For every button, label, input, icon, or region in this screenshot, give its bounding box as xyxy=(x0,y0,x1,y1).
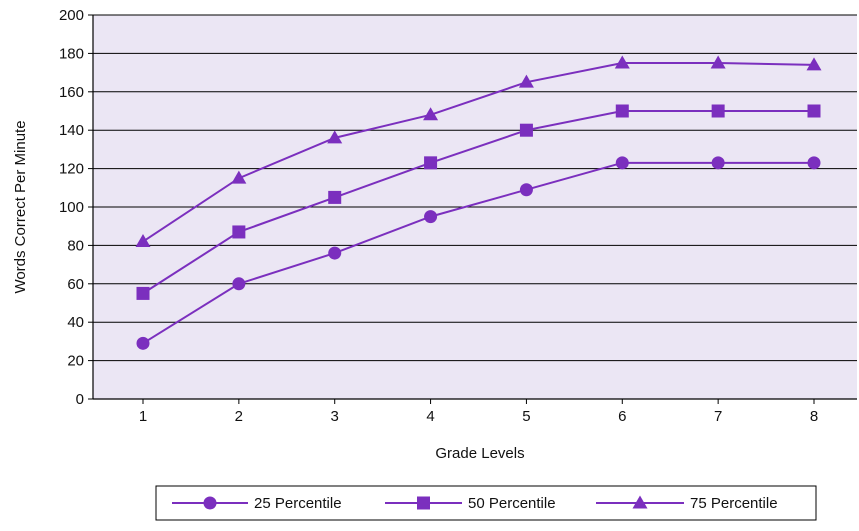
x-tick-label: 2 xyxy=(235,408,243,425)
data-point xyxy=(135,234,151,248)
data-point xyxy=(328,246,342,260)
data-point xyxy=(519,123,533,137)
data-point xyxy=(328,190,342,204)
y-tick-label: 80 xyxy=(67,237,84,254)
series-line xyxy=(142,110,814,295)
data-point xyxy=(518,74,534,88)
y-axis-label: Words Correct Per Minute xyxy=(12,120,29,293)
data-point xyxy=(711,156,725,170)
data-point xyxy=(424,210,438,224)
data-point xyxy=(614,55,630,69)
data-point xyxy=(423,107,439,121)
x-tick-label: 6 xyxy=(618,408,626,425)
y-tick-label: 0 xyxy=(76,391,84,408)
legend-item-0: 25 Percentile xyxy=(172,495,342,512)
legend: 25 Percentile 50 Percentile 75 Percentile xyxy=(155,485,817,521)
x-tick-label: 7 xyxy=(714,408,722,425)
series-2 xyxy=(135,55,822,248)
y-tick-label: 200 xyxy=(59,7,84,24)
legend-item-1: 50 Percentile xyxy=(385,495,556,512)
legend-box xyxy=(155,485,817,521)
legend-label: 75 Percentile xyxy=(690,495,778,512)
legend-item-2: 75 Percentile xyxy=(596,495,778,512)
x-tick-label: 8 xyxy=(810,408,818,425)
y-tick-label: 20 xyxy=(67,353,84,370)
data-point xyxy=(807,104,821,118)
series-group xyxy=(135,55,822,350)
y-tick-label: 140 xyxy=(59,122,84,139)
axes xyxy=(88,14,857,404)
x-axis-label: Grade Levels xyxy=(435,445,524,462)
y-tick-label: 60 xyxy=(67,276,84,293)
data-point xyxy=(519,183,533,197)
data-point xyxy=(327,130,343,144)
x-tick-label: 1 xyxy=(139,408,147,425)
data-point xyxy=(615,104,629,118)
x-tick-label: 3 xyxy=(331,408,339,425)
legend-marker xyxy=(632,495,648,509)
data-point xyxy=(136,286,150,300)
x-tick-label: 5 xyxy=(522,408,530,425)
data-point xyxy=(710,55,726,69)
data-point xyxy=(232,225,246,239)
legend-label: 25 Percentile xyxy=(254,495,342,512)
legend-marker xyxy=(203,496,217,510)
data-point xyxy=(231,170,247,184)
grid-lines xyxy=(93,14,857,362)
data-point xyxy=(424,156,438,170)
y-tick-label: 100 xyxy=(59,199,84,216)
y-tick-label: 180 xyxy=(59,45,84,62)
y-tick-label: 120 xyxy=(59,161,84,178)
data-point xyxy=(807,156,821,170)
series-line xyxy=(142,161,814,345)
legend-label: 50 Percentile xyxy=(468,495,556,512)
x-tick-label: 4 xyxy=(426,408,434,425)
y-tick-label: 160 xyxy=(59,84,84,101)
x-tick-labels: 1 2 3 4 5 6 7 8 xyxy=(139,408,818,425)
legend-marker xyxy=(417,496,430,510)
series-0 xyxy=(136,156,821,350)
series-line xyxy=(142,62,815,243)
data-point xyxy=(615,156,629,170)
data-point xyxy=(806,57,822,71)
y-tick-labels: 0 20 40 60 80 100 120 140 160 180 200 xyxy=(59,7,84,408)
data-point xyxy=(232,277,246,291)
data-point xyxy=(711,104,725,118)
y-tick-label: 40 xyxy=(67,314,84,331)
data-point xyxy=(136,336,150,350)
series-1 xyxy=(136,104,821,300)
